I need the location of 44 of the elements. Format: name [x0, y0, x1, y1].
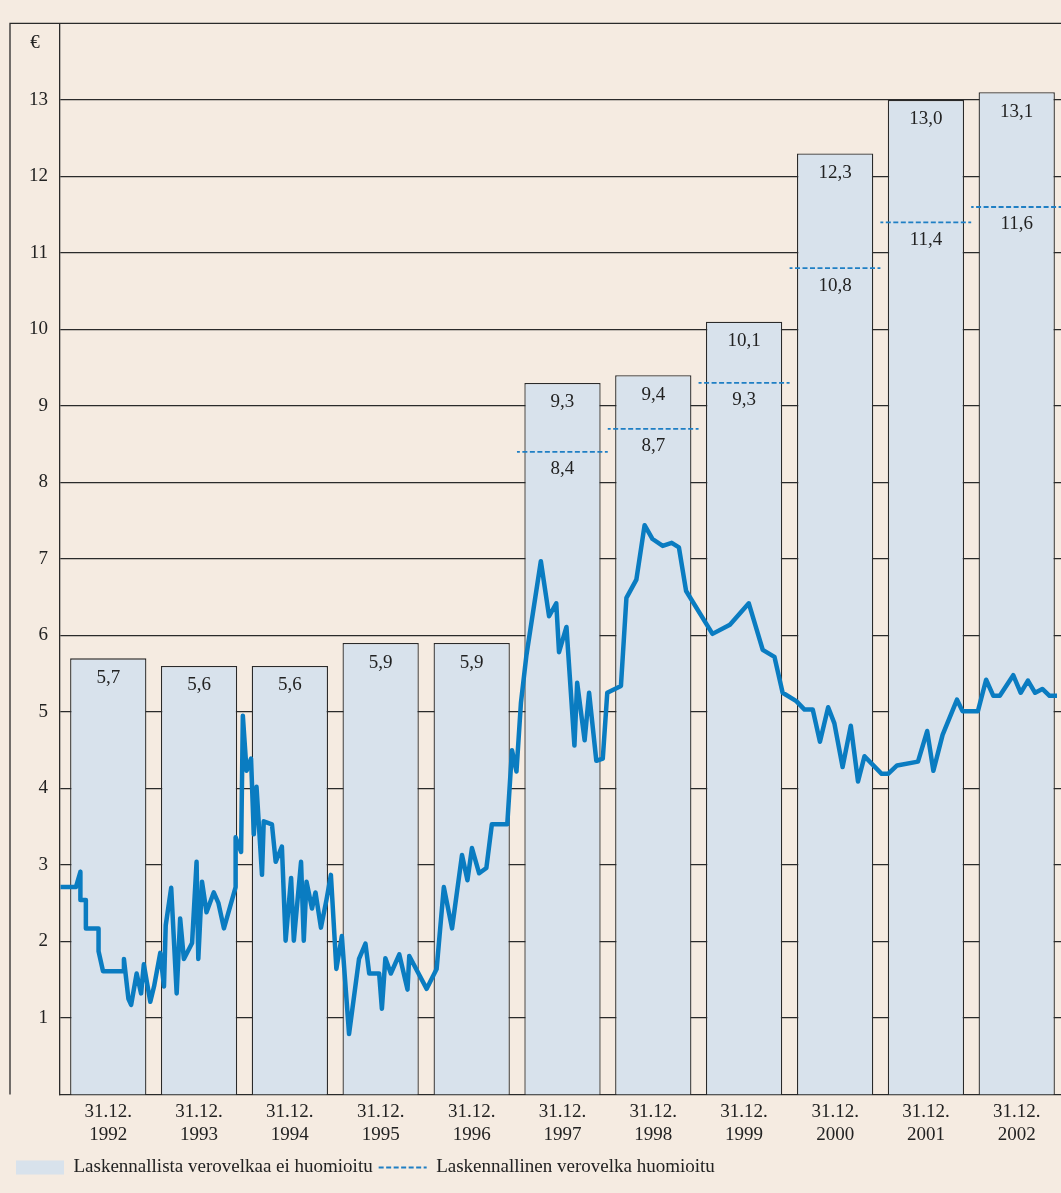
data-label: 11,4: [909, 227, 943, 249]
data-label: 5,9: [459, 650, 484, 672]
data-label: 13,1: [1000, 99, 1034, 121]
y-tick-label: 9: [38, 393, 48, 415]
data-label: 13,0: [909, 107, 943, 129]
y-tick-label: 2: [38, 929, 48, 951]
x-tick-label: 31.12. 1993: [175, 1099, 223, 1144]
legend-label: Laskennallista verovelkaa ei huomioitu: [73, 1155, 374, 1177]
y-tick-label: 12: [29, 164, 48, 186]
data-label: 11,6: [1000, 212, 1033, 234]
x-tick-label: 31.12. 2001: [902, 1099, 950, 1144]
x-tick-label: 31.12. 1996: [447, 1099, 496, 1144]
y-tick-label: 11: [29, 240, 48, 262]
data-label: 5,7: [96, 665, 121, 687]
x-tick-label: 31.12. 2000: [811, 1099, 859, 1144]
x-tick-label: 31.12. 1994: [266, 1099, 314, 1144]
data-label: 9,4: [641, 382, 666, 404]
x-tick-label: 31.12. 1999: [720, 1099, 768, 1144]
y-tick-label: 7: [38, 546, 48, 568]
y-axis-title: €: [30, 31, 41, 53]
y-tick-label: 5: [38, 699, 48, 721]
legend-label: Laskennallinen verovelka huomioitu: [436, 1155, 716, 1177]
y-tick-label: 10: [29, 317, 48, 339]
data-label: 8,7: [641, 434, 666, 456]
data-label: 5,9: [368, 650, 393, 672]
y-tick-label: 1: [38, 1005, 48, 1027]
x-tick-label: 31.12. 1992: [84, 1099, 133, 1144]
y-tick-label: 6: [38, 623, 48, 645]
y-tick-label: 8: [38, 470, 48, 492]
data-label: 12,3: [818, 160, 852, 182]
data-label: 8,4: [550, 457, 575, 479]
y-tick-label: 4: [38, 776, 49, 798]
data-label: 10,1: [727, 329, 761, 351]
data-label: 9,3: [732, 388, 756, 410]
data-label: 5,6: [277, 673, 302, 695]
data-label: 5,6: [187, 673, 211, 695]
y-tick-label: 3: [38, 852, 48, 874]
y-tick-label: 13: [29, 87, 48, 109]
x-tick-label: 31.12. 2002: [992, 1099, 1041, 1144]
x-tick-label: 31.12. 1995: [356, 1099, 405, 1144]
data-label: 10,8: [818, 273, 852, 295]
data-label: 9,3: [550, 390, 575, 412]
x-tick-label: 31.12. 1997: [538, 1099, 587, 1144]
x-tick-label: 31.12. 1998: [629, 1099, 678, 1144]
